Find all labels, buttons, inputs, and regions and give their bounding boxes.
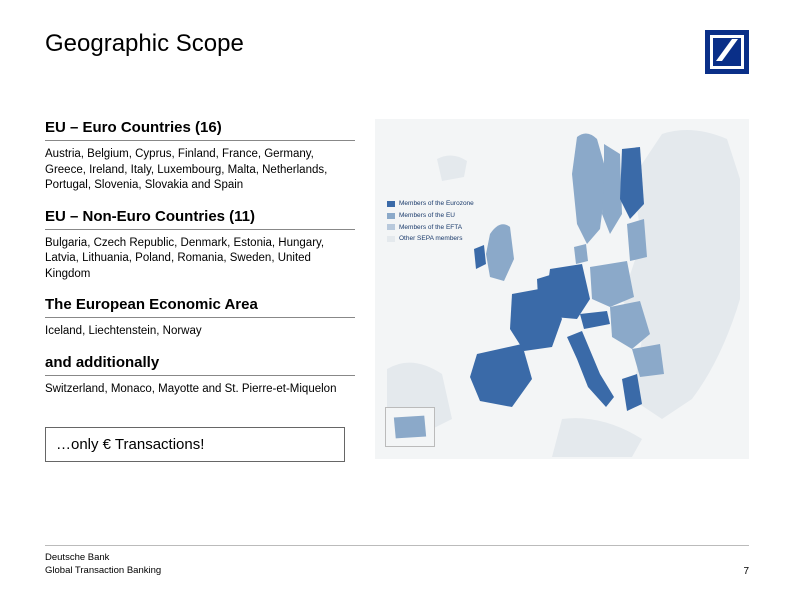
map-inset (385, 407, 435, 447)
deutsche-bank-logo (705, 30, 749, 74)
legend-label: Other SEPA members (399, 234, 462, 244)
page-number: 7 (743, 566, 749, 577)
legend-item: Members of the Eurozone (387, 199, 474, 209)
callout-box: …only € Transactions! (45, 427, 345, 462)
footer: Deutsche Bank Global Transaction Banking… (45, 545, 749, 577)
page-title: Geographic Scope (45, 30, 244, 58)
legend-label: Members of the EU (399, 211, 455, 221)
section-heading: and additionally (45, 354, 355, 376)
legend-label: Members of the Eurozone (399, 199, 474, 209)
content: EU – Euro Countries (16) Austria, Belgiu… (45, 119, 749, 462)
section-heading: EU – Non-Euro Countries (11) (45, 208, 355, 230)
footer-line1: Deutsche Bank (45, 552, 161, 564)
legend-item: Members of the EU (387, 211, 474, 221)
slide: Geographic Scope EU – Euro Countries (16… (0, 0, 794, 597)
text-column: EU – Euro Countries (16) Austria, Belgiu… (45, 119, 355, 462)
section-body: Switzerland, Monaco, Mayotte and St. Pie… (45, 382, 355, 398)
map-legend: Members of the Eurozone Members of the E… (387, 199, 474, 246)
legend-item: Members of the EFTA (387, 223, 474, 233)
legend-item: Other SEPA members (387, 234, 474, 244)
section-heading: The European Economic Area (45, 296, 355, 318)
legend-label: Members of the EFTA (399, 223, 462, 233)
header: Geographic Scope (45, 30, 749, 74)
footer-text: Deutsche Bank Global Transaction Banking (45, 552, 161, 577)
footer-line2: Global Transaction Banking (45, 565, 161, 577)
section-body: Iceland, Liechtenstein, Norway (45, 324, 355, 340)
section-body: Bulgaria, Czech Republic, Denmark, Eston… (45, 236, 355, 283)
section-heading: EU – Euro Countries (16) (45, 119, 355, 141)
section-body: Austria, Belgium, Cyprus, Finland, Franc… (45, 147, 355, 194)
europe-map: Members of the Eurozone Members of the E… (375, 119, 749, 459)
